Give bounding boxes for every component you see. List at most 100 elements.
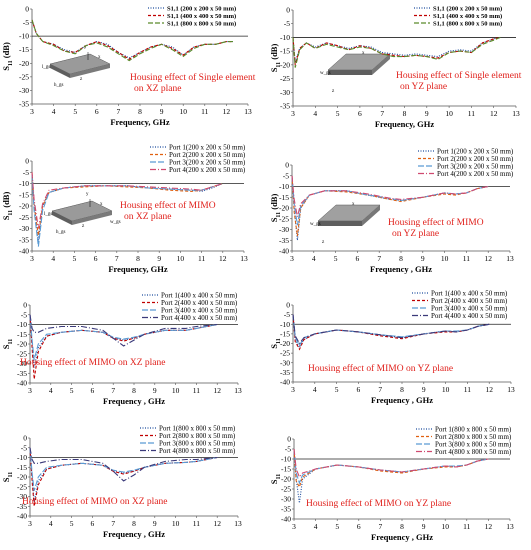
x-tick-label: 12 xyxy=(485,522,493,531)
series-line xyxy=(291,175,489,241)
legend-label: Port 1(400 x 400 x 50 mm) xyxy=(431,289,508,297)
housing-box-illustration: w_gsz x xyxy=(310,202,381,245)
s11-chart-5: 3 4 5 6 7 8 9 10 11 12 13 0-5-10-15-20-25-30-35-40 F… xyxy=(1,291,242,406)
legend-label: Port 1(400 x 400 x 50 mm) xyxy=(161,291,238,299)
box-dimension-label: h_gs xyxy=(56,230,66,235)
x-tick-label: 8 xyxy=(136,254,140,263)
x-tick-label: 5 xyxy=(70,519,74,528)
x-tick-label: 8 xyxy=(138,107,142,116)
annotation-text: Housing effect of Single element on XZ pl… xyxy=(130,72,256,94)
x-tick-label: 10 xyxy=(177,254,185,263)
series-line xyxy=(29,447,218,503)
y-tick-label: -5 xyxy=(284,310,290,319)
s11-chart-8: 3 4 5 6 7 8 9 10 11 12 13 0-5-10-15-20-25-30-35-40 F… xyxy=(269,425,514,542)
y-tick-label: -35 xyxy=(19,235,29,244)
s11-chart-2: 3 4 5 6 7 8 9 10 11 12 13 0 -5 -10 -15 -20 -25 -30 -35 Freq… xyxy=(269,5,522,129)
x-axis-label: Frequency , GHz xyxy=(103,529,165,539)
series-line xyxy=(293,448,489,504)
y-tick-label: -40 xyxy=(280,378,290,387)
x-tick-label: 3 xyxy=(290,254,294,263)
x-tick-label: 7 xyxy=(377,254,381,263)
y-tick-label: -20 xyxy=(17,340,27,349)
x-tick-label: 10 xyxy=(445,109,453,118)
y-tick-label: -25 xyxy=(19,72,29,81)
box-dimension-label: l_gs xyxy=(44,212,52,217)
y-tick-label: -30 xyxy=(19,86,29,95)
x-tick-label: 12 xyxy=(213,519,221,528)
legend-label: Port 1(800 x 800 x 50 mm) xyxy=(159,424,236,432)
box-dimension-label: z xyxy=(80,77,83,82)
y-tick-label: -20 xyxy=(280,60,290,69)
y-tick-label: -25 xyxy=(280,349,290,358)
x-tick-label: 9 xyxy=(153,386,157,395)
x-tick-label: 8 xyxy=(399,254,403,263)
series-line xyxy=(29,314,218,368)
legend-label: S1,1 (200 x 200 x 50 mm) xyxy=(167,5,236,12)
x-tick-label: 5 xyxy=(335,385,339,394)
y-tick-label: -40 xyxy=(17,379,27,388)
x-tick-label: 3 xyxy=(292,522,296,531)
x-tick-label: 9 xyxy=(153,519,157,528)
x-tick-label: 6 xyxy=(91,386,95,395)
annotation-text: Housing effect of MIMO on XZ plane xyxy=(120,200,216,222)
x-tick-label: 12 xyxy=(223,107,231,116)
x-tick-label: 6 xyxy=(94,254,98,263)
y-tick-label: -10 xyxy=(279,182,289,191)
x-tick-label: 6 xyxy=(356,254,360,263)
y-tick-label: 0 xyxy=(286,6,290,15)
x-tick-label: 11 xyxy=(468,109,475,118)
x-tick-label: 4 xyxy=(51,254,55,263)
x-tick-label: 10 xyxy=(172,519,180,528)
x-tick-label: 9 xyxy=(425,109,429,118)
y-tick-label: -40 xyxy=(281,515,291,524)
y-tick-label: -20 xyxy=(281,475,291,484)
y-tick-label: -25 xyxy=(279,214,289,223)
x-tick-label: 10 xyxy=(441,522,449,531)
x-tick-label: 13 xyxy=(512,109,520,118)
x-tick-label: 11 xyxy=(193,386,200,395)
y-tick-label: -15 xyxy=(280,329,290,338)
annotation-text: Housing effect of Single element on YZ pl… xyxy=(396,70,522,92)
series-line xyxy=(292,36,501,66)
y-axis-label: S11 xyxy=(269,474,282,484)
box-dimension-label: z xyxy=(322,240,325,245)
x-tick-label: 7 xyxy=(380,109,384,118)
y-tick-label: -35 xyxy=(280,102,290,111)
legend-label: S1,1 (800 x 800 x 50 mm) xyxy=(433,20,502,27)
x-tick-label: 5 xyxy=(70,386,74,395)
y-tick-label: -30 xyxy=(280,88,290,97)
x-tick-label: 5 xyxy=(73,254,77,263)
y-tick-label: -25 xyxy=(281,485,291,494)
x-tick-label: 11 xyxy=(463,522,470,531)
x-tick-label: 8 xyxy=(400,385,404,394)
x-tick-label: 8 xyxy=(400,522,404,531)
x-tick-label: 3 xyxy=(30,107,34,116)
y-tick-label: -20 xyxy=(280,339,290,348)
legend-label: Port 4(800 x 800 x 50 mm) xyxy=(435,448,512,456)
y-tick-label: -35 xyxy=(19,100,29,109)
series-line xyxy=(31,19,233,62)
y-tick-label: -15 xyxy=(19,45,29,54)
x-tick-label: 6 xyxy=(95,107,99,116)
y-tick-label: 0 xyxy=(286,301,290,310)
annotation-text: Housing effect of MIMO on YZ plane xyxy=(308,363,453,374)
legend-label: Port 2(400 x 400 x 50 mm) xyxy=(161,299,238,307)
series-line xyxy=(293,448,489,489)
x-tick-label: 4 xyxy=(52,107,56,116)
x-tick-label: 7 xyxy=(117,107,121,116)
box-dimension-label: y xyxy=(86,192,89,197)
y-tick-label: -30 xyxy=(281,495,291,504)
x-tick-label: 7 xyxy=(111,386,115,395)
legend-label: Port 2(800 x 800 x 50 mm) xyxy=(159,432,236,440)
x-tick-label: 5 xyxy=(334,254,338,263)
legend-label: Port 3(400 x 400 x 50 mm) xyxy=(161,306,238,314)
x-axis-label: Frequency, GHz xyxy=(375,119,435,129)
y-tick-label: -30 xyxy=(19,224,29,233)
y-tick-label: -5 xyxy=(23,18,29,27)
x-tick-label: 13 xyxy=(506,254,514,263)
y-tick-label: -30 xyxy=(17,492,27,501)
x-tick-label: 9 xyxy=(160,107,164,116)
y-tick-label: -15 xyxy=(17,463,27,472)
x-tick-label: 3 xyxy=(291,109,295,118)
legend-label: Port 2(200 x 200 x 50 mm) xyxy=(169,151,246,159)
